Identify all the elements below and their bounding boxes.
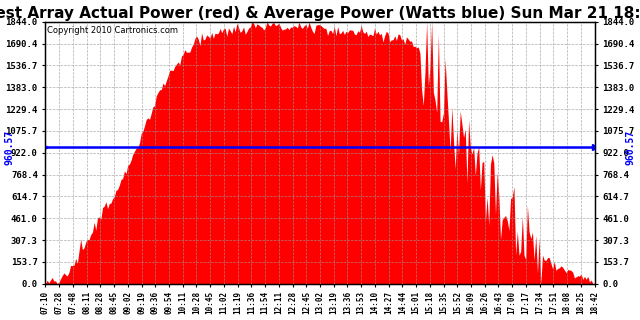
Text: 960.57: 960.57 bbox=[625, 130, 636, 165]
Text: 960.57: 960.57 bbox=[4, 130, 15, 165]
Text: Copyright 2010 Cartronics.com: Copyright 2010 Cartronics.com bbox=[47, 26, 177, 35]
Title: West Array Actual Power (red) & Average Power (Watts blue) Sun Mar 21 18:59: West Array Actual Power (red) & Average … bbox=[0, 5, 640, 20]
